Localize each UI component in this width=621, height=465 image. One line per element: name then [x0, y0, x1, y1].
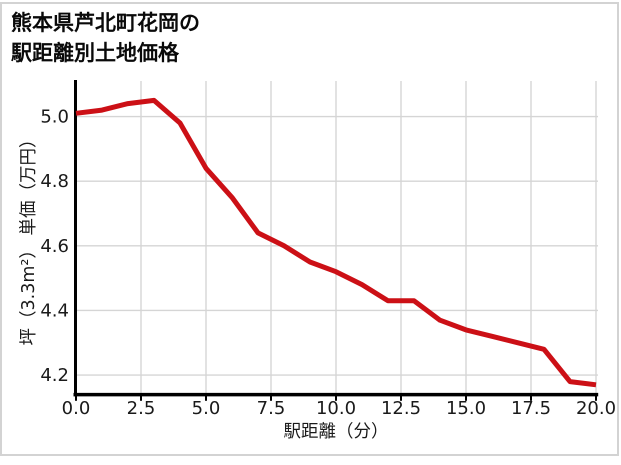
x-tick-label: 2.5	[127, 398, 156, 419]
y-tick-label: 4.8	[40, 171, 69, 192]
price-line	[75, 97, 597, 388]
y-axis-label: 坪（3.3m²） 単価（万円）	[19, 131, 39, 346]
x-tick-label: 7.5	[257, 398, 286, 419]
x-tick-label: 0.0	[62, 398, 91, 419]
chart-title-line1: 熊本県芦北町花岡の	[11, 11, 200, 35]
x-tick-label: 10.0	[316, 398, 356, 419]
chart-card-border	[0, 2, 619, 456]
x-tick-label: 20.0	[576, 398, 616, 419]
y-tick-label: 5.0	[40, 107, 69, 128]
chart-title-line2: 駅距離別土地価格	[11, 41, 179, 65]
y-tick-label: 4.4	[40, 300, 69, 321]
x-tick-label: 5.0	[192, 398, 221, 419]
y-tick-label: 4.6	[40, 236, 69, 257]
x-tick-label: 15.0	[446, 398, 486, 419]
x-tick-label: 17.5	[511, 398, 551, 419]
x-axis-label: 駅距離（分）	[284, 422, 389, 442]
y-tick-label: 4.2	[40, 365, 69, 386]
x-tick-label: 12.5	[381, 398, 421, 419]
chart-title: 熊本県芦北町花岡の 駅距離別土地価格	[11, 8, 200, 68]
